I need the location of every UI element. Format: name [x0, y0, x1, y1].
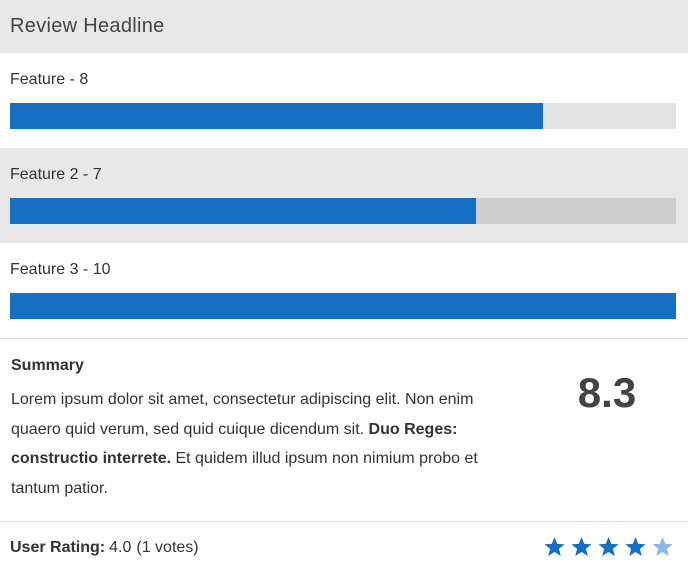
divider — [0, 338, 688, 339]
star-icon[interactable] — [624, 536, 647, 558]
summary-text-part: Et quidem illud ipsum non nimium probo e… — [11, 450, 478, 497]
feature-bar-fill — [10, 198, 477, 224]
summary-text-bold: Duo Reges: constructio interrete. — [11, 420, 458, 468]
feature-bar-track — [10, 293, 676, 319]
user-rating-value: 4.0 — [109, 539, 132, 556]
user-rating-label: User Rating: — [10, 539, 106, 556]
feature-label: Feature 2 - 7 — [10, 166, 102, 183]
feature-row: Feature 3 - 10 — [0, 243, 688, 338]
star-icon[interactable] — [570, 536, 593, 558]
feature-bar-track — [10, 103, 676, 129]
summary-title: Summary — [11, 357, 84, 374]
feature-row: Feature - 8 — [0, 53, 688, 148]
star-icon[interactable] — [597, 536, 620, 558]
user-rating: User Rating: 4.0 (1 votes) — [0, 522, 688, 574]
summary-text-part: Lorem ipsum dolor sit amet, consectetur … — [11, 391, 474, 438]
overall-score: 8.3 — [577, 369, 637, 416]
divider — [0, 521, 688, 522]
user-rating-votes: (1 votes) — [136, 539, 199, 556]
review-headline: Review Headline — [0, 0, 688, 53]
feature-label: Feature 3 - 10 — [10, 261, 111, 278]
star-icon[interactable] — [651, 536, 674, 558]
feature-label: Feature - 8 — [10, 71, 89, 88]
feature-bar-fill — [10, 293, 676, 319]
feature-bar-fill — [10, 103, 543, 129]
feature-bar-track — [10, 198, 676, 224]
star-icon[interactable] — [543, 536, 566, 558]
feature-row: Feature 2 - 7 — [0, 148, 688, 243]
rating-stars[interactable] — [543, 536, 674, 558]
summary-text: Lorem ipsum dolor sit amet, consectetur … — [11, 385, 481, 503]
summary-section: Summary Lorem ipsum dolor sit amet, cons… — [0, 339, 688, 521]
